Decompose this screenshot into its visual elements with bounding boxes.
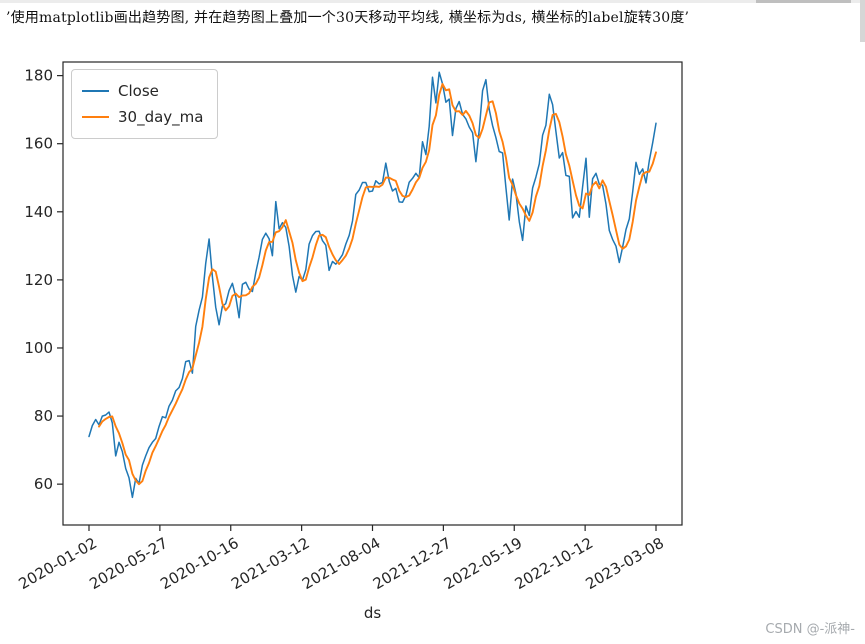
svg-text:100: 100 (24, 339, 53, 357)
ma-line-swatch (82, 116, 109, 118)
top-scrollbar-track (0, 0, 865, 3)
svg-text:2021-03-12: 2021-03-12 (228, 534, 313, 593)
right-scrollbar-thumb[interactable] (860, 0, 865, 42)
svg-text:140: 140 (24, 203, 53, 221)
svg-text:160: 160 (24, 135, 53, 153)
top-scrollbar-thumb[interactable] (756, 0, 851, 3)
chart-legend: Close 30_day_ma (71, 69, 219, 139)
svg-text:2021-08-04: 2021-08-04 (299, 534, 384, 593)
svg-text:80: 80 (34, 407, 53, 425)
csdn-watermark: CSDN @-派神- (765, 622, 855, 637)
svg-text:120: 120 (24, 271, 53, 289)
svg-text:2022-05-19: 2022-05-19 (441, 534, 526, 593)
svg-text:ds: ds (364, 604, 382, 622)
legend-item-close: Close (82, 78, 203, 104)
svg-text:2023-03-08: 2023-03-08 (582, 534, 667, 593)
svg-text:2021-12-27: 2021-12-27 (370, 534, 455, 593)
prompt-caption: ’使用matplotlib画出趋势图, 并在趋势图上叠加一个30天移动平均线, … (6, 10, 690, 26)
legend-label-close: Close (118, 82, 159, 100)
legend-label-ma: 30_day_ma (118, 108, 204, 126)
svg-text:180: 180 (24, 67, 53, 85)
svg-text:2020-01-02: 2020-01-02 (15, 534, 100, 593)
svg-text:2020-10-16: 2020-10-16 (157, 534, 242, 593)
close-line-swatch (82, 90, 109, 92)
svg-text:2020-05-27: 2020-05-27 (86, 534, 171, 593)
svg-text:60: 60 (34, 475, 53, 493)
legend-item-ma: 30_day_ma (82, 104, 203, 130)
svg-text:2022-10-12: 2022-10-12 (512, 534, 597, 593)
